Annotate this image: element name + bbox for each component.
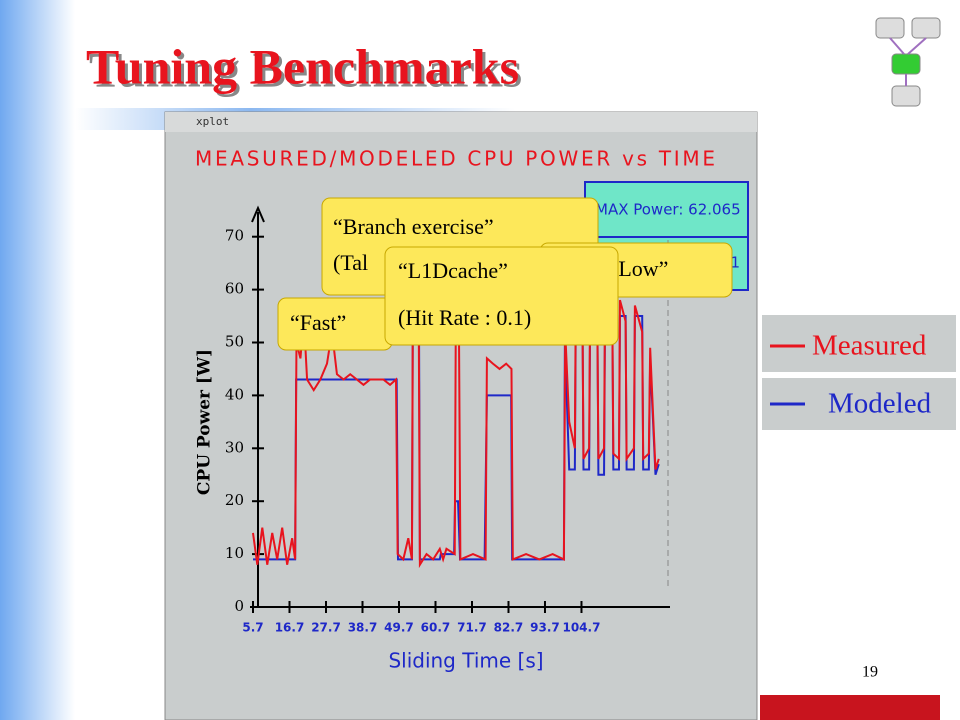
callout-text: “L1Dcache” [398,258,508,283]
info-text: 1 [730,254,740,272]
side-band [0,0,75,720]
slide-title: Tuning Benchmarks [86,38,519,94]
callout-text: (Tal [333,250,368,275]
window-titlebar [165,112,757,132]
page-number: 19 [862,664,878,681]
callout-box [384,246,619,346]
y-tick-label: 10 [225,544,244,562]
y-tick-label: 40 [225,385,244,403]
y-axis-arrow [251,205,265,223]
x-tick-label: 93.7 [530,621,560,635]
callout-text: “Branch exercise” [333,214,494,239]
legend-box [762,315,956,372]
y-tick-label: 0 [234,597,244,615]
x-tick-label: 82.7 [494,621,524,635]
y-tick-label: 20 [225,491,244,509]
max-power: MAX Power: 62.065 [595,201,741,219]
window-title: xplot [196,115,229,128]
y-tick-label: 70 [225,227,244,245]
footer-band [760,695,940,720]
logo [875,17,941,107]
callout-text: (Hit Rate : 0.1) [398,305,531,330]
x-tick-label: 5.7 [242,621,263,635]
x-tick-label: 27.7 [311,621,341,635]
x-tick-label: 71.7 [457,621,487,635]
y-axis-label: CPU Power [W] [195,349,215,495]
x-axis-label: Sliding Time [s] [388,649,543,673]
legend-label: Measured [812,330,927,362]
title-shadow: Tuning Benchmarks [89,41,522,97]
legend-label: Modeled [828,388,932,420]
y-tick-label: 60 [225,280,244,298]
y-tick-label: 30 [225,438,244,456]
x-tick-label: 38.7 [348,621,378,635]
y-tick-label: 50 [225,333,244,351]
callout-text: “Fast” [290,310,346,335]
x-tick-label: 49.7 [384,621,414,635]
x-tick-label: 16.7 [275,621,305,635]
chart-title: MEASURED/MODELED CPU POWER vs TIME [195,147,715,171]
x-tick-label: 60.7 [421,621,451,635]
x-tick-label: 104.7 [562,621,600,635]
